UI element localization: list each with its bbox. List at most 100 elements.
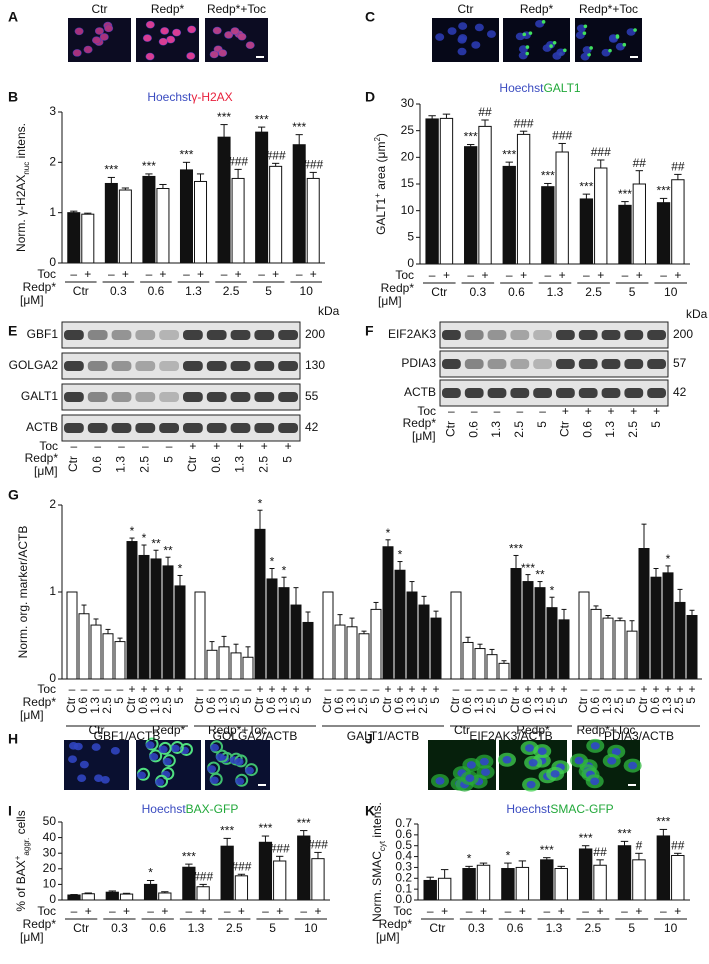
bar (437, 877, 452, 901)
significance: * (148, 866, 153, 880)
band (278, 423, 298, 433)
band (111, 392, 132, 402)
band (159, 423, 179, 433)
nucleus (458, 34, 468, 42)
nucleus (91, 743, 101, 751)
y-tick-label: 5 (407, 230, 414, 244)
x-tick-label: 0.6 (460, 697, 474, 714)
band (601, 388, 621, 398)
error-bar (659, 197, 668, 203)
significance: *** (179, 148, 193, 162)
error-bar (257, 509, 263, 530)
error-bar (433, 610, 439, 619)
toc-sign: – (221, 682, 228, 696)
golgi-stain (522, 32, 527, 37)
error-bar (141, 544, 147, 556)
caption-part: Hoechst (506, 802, 551, 816)
nucleus (528, 758, 538, 767)
x-tick-label: 2.5 (223, 284, 240, 298)
x-tick-label: 2.5 (544, 697, 558, 714)
x-tick-label: 10 (300, 284, 314, 298)
bar (418, 604, 430, 680)
kda-value: 55 (305, 389, 319, 403)
toc-sign: + (123, 904, 130, 918)
significance: *** (618, 187, 632, 201)
bar (162, 565, 174, 680)
toc-sign: – (71, 904, 78, 918)
x-tick-label: 0.3 (110, 284, 127, 298)
toc-label: Toc (39, 439, 58, 453)
error-bar (465, 865, 473, 869)
x-tick-label: 0.6 (507, 921, 524, 935)
toc-sign: + (432, 682, 439, 696)
error-bar (505, 161, 513, 167)
nucleus (155, 778, 165, 787)
bar (430, 617, 442, 680)
toc-sign: + (520, 268, 527, 282)
band (464, 359, 484, 369)
x-tick-label: Ctr (192, 697, 206, 713)
band (183, 392, 203, 402)
nucleus-stain (230, 27, 239, 35)
nucleus (207, 765, 217, 773)
significance: *** (220, 824, 234, 838)
x-tick-label: 10 (664, 285, 678, 299)
bar (394, 569, 406, 680)
band (442, 330, 461, 340)
golgi-stain (528, 31, 533, 35)
x-tick-label: 10 (664, 921, 678, 935)
error-bar (659, 828, 668, 836)
toc-sign: + (213, 439, 220, 453)
nucleus-stain (187, 26, 196, 33)
significance: *** (657, 184, 671, 198)
toc-sign: + (176, 682, 183, 696)
nucleus (466, 761, 476, 769)
significance: ** (151, 536, 161, 550)
panel-letter: E (8, 323, 17, 339)
y-tick-label: 0.2 (395, 870, 412, 884)
bar (334, 624, 346, 680)
x-tick-label: 1.3 (216, 697, 230, 714)
golgi-stain (633, 28, 637, 32)
band (135, 330, 156, 340)
error-bar (635, 852, 643, 860)
significance: *** (617, 827, 631, 841)
band (464, 388, 484, 398)
blot-row-label: GALT1 (21, 389, 58, 403)
error-bar (537, 581, 543, 588)
bar (578, 591, 590, 680)
nucleus-stain (186, 52, 195, 60)
y-tick-label: 0.7 (395, 816, 412, 830)
error-bar (440, 869, 449, 879)
lane-label: Ctr (558, 421, 572, 437)
toc-sign: + (261, 439, 268, 453)
group-label: PDIA3/ACTB (604, 729, 674, 743)
lane-label: 5 (161, 456, 175, 463)
significance: * (142, 531, 147, 545)
image-label: Redp*+Toc (579, 2, 638, 16)
error-bar (337, 614, 343, 626)
bar (579, 198, 594, 265)
bar (306, 177, 320, 264)
error-bar (305, 611, 311, 623)
toc-sign: – (109, 904, 116, 918)
toc-sign: + (161, 904, 168, 918)
x-tick-label: Ctr (448, 697, 462, 713)
redp-label: Redp* (381, 281, 415, 295)
error-bar (117, 637, 123, 642)
toc-sign: – (429, 268, 436, 282)
toc-label: Toc (395, 268, 414, 282)
bar (67, 212, 81, 264)
nucleus (215, 753, 225, 761)
x-tick-label: 5 (684, 697, 698, 704)
band (111, 361, 132, 371)
significance: *** (292, 120, 306, 134)
significance: *** (540, 843, 554, 857)
bar (67, 894, 81, 901)
toc-sign: – (506, 268, 513, 282)
bar (302, 621, 314, 680)
x-tick-label: 5 (265, 284, 272, 298)
band (647, 388, 666, 398)
image-label: Redp*+Toc (207, 2, 266, 16)
bar (102, 633, 114, 680)
